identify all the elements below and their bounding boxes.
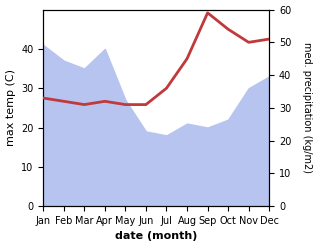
X-axis label: date (month): date (month) xyxy=(115,231,197,242)
Y-axis label: med. precipitation (kg/m2): med. precipitation (kg/m2) xyxy=(302,42,313,173)
Y-axis label: max temp (C): max temp (C) xyxy=(5,69,16,146)
